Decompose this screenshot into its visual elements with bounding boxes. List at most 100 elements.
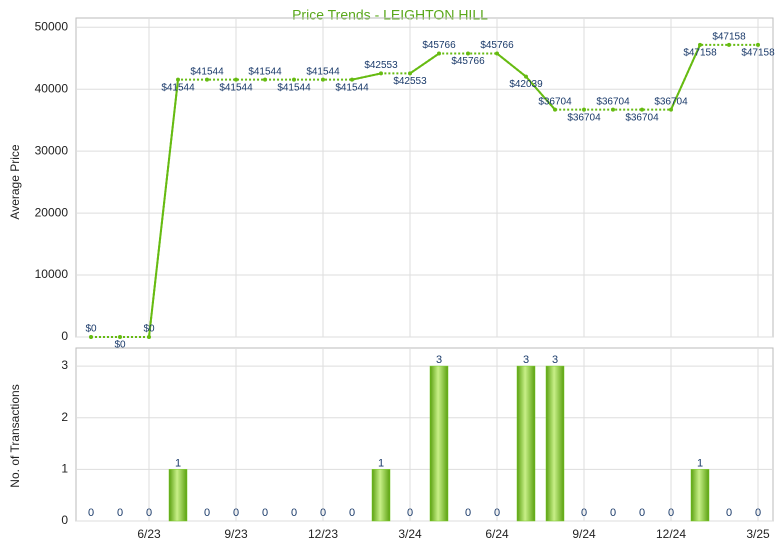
- plot-area: [75, 17, 774, 338]
- value-label: $45766: [480, 40, 514, 51]
- value-label: $0: [114, 340, 126, 351]
- value-label: 0: [291, 507, 297, 519]
- point: [640, 107, 644, 112]
- value-label: 1: [697, 457, 703, 469]
- value-label: 3: [436, 354, 442, 366]
- point: [292, 77, 296, 82]
- value-label: 0: [494, 507, 500, 519]
- bar: [690, 469, 710, 522]
- value-label: 0: [610, 507, 616, 519]
- value-label: $47158: [712, 32, 746, 43]
- y-tick-label: 1: [61, 462, 68, 476]
- y-tick-label: 3: [61, 358, 68, 372]
- x-tick-label: 6/23: [137, 527, 161, 541]
- value-label: 0: [320, 507, 326, 519]
- value-label: 1: [378, 457, 384, 469]
- point: [553, 107, 557, 112]
- price-line: [91, 43, 758, 338]
- point: [350, 77, 354, 82]
- point: [234, 77, 238, 82]
- value-label: 0: [349, 507, 355, 519]
- value-label: 3: [552, 354, 558, 366]
- value-label: $41544: [248, 66, 282, 77]
- x-tick-label: 9/23: [224, 527, 248, 541]
- y-axis-title: Average Price: [8, 144, 22, 219]
- value-label: 0: [639, 507, 645, 519]
- bar: [168, 469, 188, 522]
- x-tick-label: 3/24: [398, 527, 422, 541]
- point: [727, 42, 731, 47]
- value-label: 0: [465, 507, 471, 519]
- value-label: 0: [88, 507, 94, 519]
- value-label: 0: [726, 507, 732, 519]
- value-label: $41544: [219, 82, 253, 93]
- value-label: 0: [233, 507, 239, 519]
- value-label: $45766: [422, 40, 456, 51]
- value-label: 0: [668, 507, 674, 519]
- price-segment: [409, 52, 440, 75]
- y-tick-label: 40000: [35, 81, 69, 95]
- value-label: $47158: [683, 48, 717, 59]
- point: [611, 107, 615, 112]
- value-label: $36704: [596, 96, 630, 107]
- value-label: $36704: [567, 112, 601, 123]
- price-segment: [670, 44, 701, 111]
- value-label: $41544: [190, 66, 224, 77]
- value-label: $42553: [393, 76, 427, 87]
- price-segment: [525, 75, 556, 111]
- bar: [371, 469, 391, 522]
- value-label: $41544: [277, 82, 311, 93]
- y-tick-label: 30000: [35, 143, 69, 157]
- value-label: 0: [262, 507, 268, 519]
- point: [176, 77, 180, 82]
- x-tick-label: 12/23: [308, 527, 338, 541]
- value-label: $42553: [364, 60, 398, 71]
- point: [89, 335, 93, 339]
- y-tick-label: 50000: [35, 19, 69, 33]
- bar: [516, 365, 536, 522]
- bar: [545, 365, 565, 522]
- value-label: $47158: [741, 48, 775, 59]
- point: [756, 42, 760, 47]
- y-axis-title: No. of Transactions: [8, 384, 22, 487]
- y-tick-label: 2: [61, 410, 68, 424]
- value-label: 0: [146, 507, 152, 519]
- point: [698, 42, 702, 47]
- point: [495, 51, 499, 56]
- value-label: $41544: [335, 82, 369, 93]
- x-tick-label: 9/24: [572, 527, 596, 541]
- value-label: $42039: [509, 79, 543, 90]
- value-label: 0: [755, 507, 761, 519]
- point: [205, 77, 209, 82]
- value-label: $45766: [451, 56, 485, 67]
- value-label: $0: [143, 324, 155, 335]
- price-segment: [496, 52, 527, 78]
- value-label: $0: [85, 324, 97, 335]
- y-tick-label: 0: [61, 329, 68, 343]
- point: [669, 107, 673, 112]
- point: [466, 51, 470, 56]
- point: [118, 335, 122, 339]
- value-label: 1: [175, 457, 181, 469]
- x-tick-label: 12/24: [656, 527, 686, 541]
- value-label: 3: [523, 354, 529, 366]
- point: [263, 77, 267, 82]
- y-tick-label: 20000: [35, 205, 69, 219]
- point: [582, 107, 586, 112]
- value-label: 0: [204, 507, 210, 519]
- value-label: $36704: [538, 96, 572, 107]
- x-tick-label: 6/24: [485, 527, 509, 541]
- value-label: $41544: [161, 82, 195, 93]
- value-label: $36704: [654, 96, 688, 107]
- point: [147, 335, 151, 339]
- value-label: $36704: [625, 112, 659, 123]
- point: [321, 77, 325, 82]
- x-tick-label: 3/25: [746, 527, 770, 541]
- point: [437, 51, 441, 56]
- point: [408, 71, 412, 76]
- point: [524, 74, 528, 79]
- value-label: 0: [117, 507, 123, 519]
- point: [379, 71, 383, 76]
- price-segment: [148, 79, 179, 338]
